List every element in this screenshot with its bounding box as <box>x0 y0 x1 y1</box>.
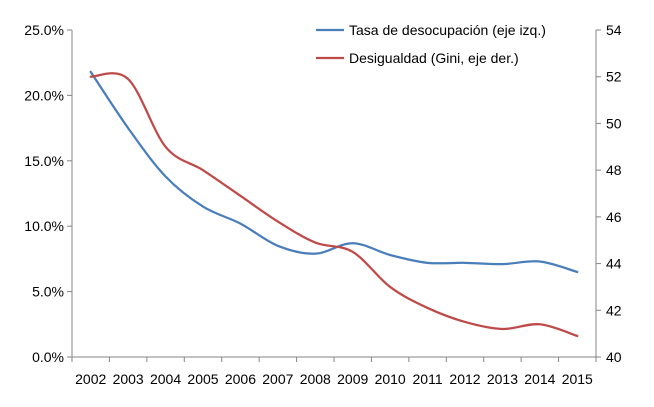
series-line-2 <box>89 72 579 338</box>
series-layer <box>89 70 579 338</box>
left-tick-label: 25.0% <box>24 22 64 38</box>
legend: Tasa de desocupación (eje izq.) Desiguald… <box>316 22 546 66</box>
right-tick-label: 46 <box>606 209 622 225</box>
x-tick-label: 2011 <box>413 371 443 387</box>
x-tick-label: 2006 <box>225 371 256 387</box>
right-tick-label: 52 <box>606 69 622 85</box>
x-tick-label: 2002 <box>75 371 106 387</box>
right-y-axis: 40 42 44 46 48 50 52 54 <box>595 22 622 365</box>
right-tick-label: 50 <box>606 115 622 131</box>
right-tick-label: 54 <box>606 22 622 38</box>
left-tick-label: 0.0% <box>32 349 64 365</box>
x-tick-label: 2010 <box>375 371 406 387</box>
x-tick-label: 2003 <box>113 371 144 387</box>
left-tick-label: 10.0% <box>24 218 64 234</box>
x-tick-label: 2005 <box>187 371 218 387</box>
legend-label-2: Desigualdad (Gini, eje der.) <box>349 50 519 66</box>
x-tick-label: 2007 <box>262 371 293 387</box>
x-tick-label: 2008 <box>300 371 331 387</box>
x-tick-label: 2009 <box>337 371 368 387</box>
x-tick-label: 2014 <box>524 371 555 387</box>
right-tick-label: 40 <box>606 349 622 365</box>
left-y-axis: 0.0% 5.0% 10.0% 15.0% 20.0% 25.0% <box>24 22 73 365</box>
x-axis: 2002 2003 2004 2005 2006 2007 2008 2009 2010 2011… <box>71 356 597 387</box>
left-tick-label: 5.0% <box>32 284 64 300</box>
left-tick-label: 15.0% <box>24 153 64 169</box>
right-tick-label: 44 <box>606 256 622 272</box>
right-tick-label: 48 <box>606 162 622 178</box>
x-tick-label: 2012 <box>449 371 480 387</box>
x-tick-label: 2004 <box>150 371 181 387</box>
left-tick-label: 20.0% <box>24 87 64 103</box>
x-tick-label: 2015 <box>562 371 593 387</box>
series-line-1 <box>89 70 579 274</box>
legend-label-1: Tasa de desocupación (eje izq.) <box>349 22 546 38</box>
x-tick-label: 2013 <box>487 371 518 387</box>
right-tick-label: 42 <box>606 302 622 318</box>
